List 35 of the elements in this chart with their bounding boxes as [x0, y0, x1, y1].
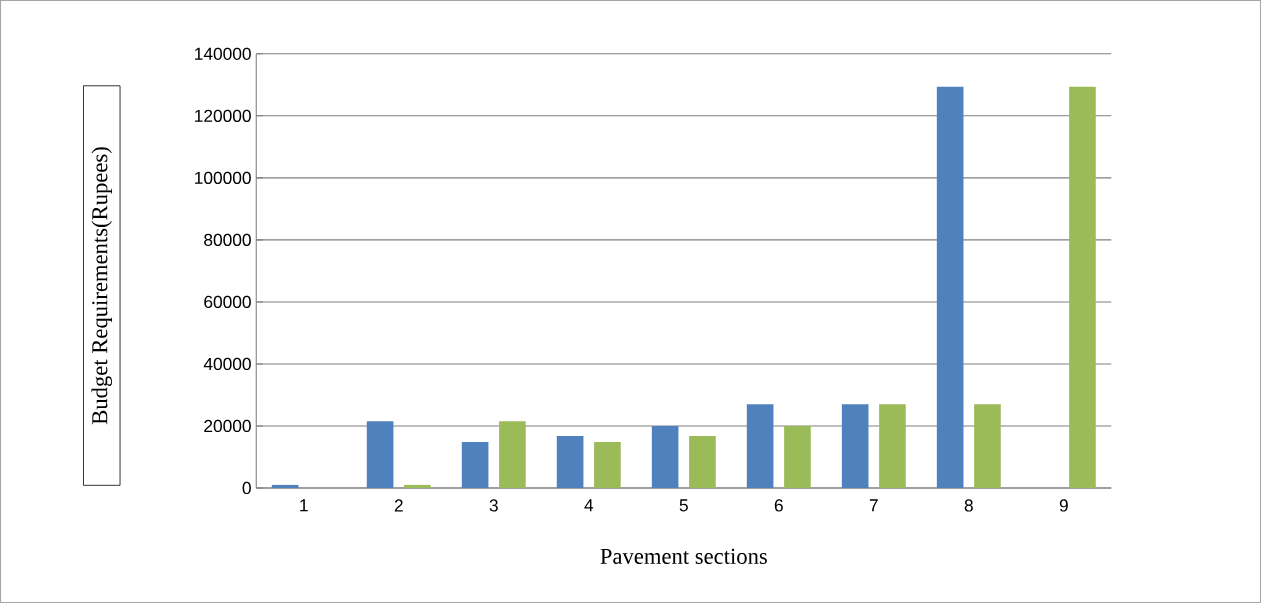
- y-tick-label: 80000: [204, 233, 251, 246]
- bar: [461, 442, 489, 488]
- bar: [974, 404, 1001, 488]
- x-tick-label: 2: [394, 499, 403, 512]
- y-tick-label: 40000: [203, 357, 251, 371]
- x-tick-label: 5: [679, 499, 688, 512]
- y-tick-label: 0: [242, 481, 251, 495]
- x-tick-label: 4: [584, 499, 594, 512]
- bar: [499, 421, 526, 488]
- bar: [1069, 86, 1096, 488]
- bar: [784, 425, 811, 488]
- bar: [936, 86, 964, 488]
- bar: [271, 484, 299, 488]
- bar: [594, 442, 621, 488]
- x-tick-label: 9: [1059, 499, 1068, 512]
- bar: [689, 435, 716, 488]
- bar: [746, 404, 774, 488]
- bar: [651, 425, 679, 488]
- bar: [404, 484, 431, 488]
- x-tick-label: 7: [869, 499, 878, 512]
- bar: [879, 404, 906, 488]
- x-tick-label: 6: [774, 499, 783, 512]
- bar: [841, 404, 869, 488]
- y-tick-label: 20000: [204, 419, 251, 433]
- x-tick-label: 3: [489, 499, 498, 512]
- y-tick-label: 140000: [195, 47, 251, 60]
- x-axis-title: Pavement sections: [600, 548, 767, 564]
- x-tick-label: 8: [964, 499, 973, 512]
- y-tick-label: 100000: [195, 171, 251, 184]
- bar: [556, 435, 584, 488]
- y-tick-label: 60000: [204, 295, 251, 309]
- y-axis-title: Budget Requirements(Rupees): [91, 147, 113, 425]
- x-tick-label: 1: [300, 499, 308, 512]
- bar: [366, 421, 394, 488]
- y-tick-label: 120000: [195, 109, 251, 122]
